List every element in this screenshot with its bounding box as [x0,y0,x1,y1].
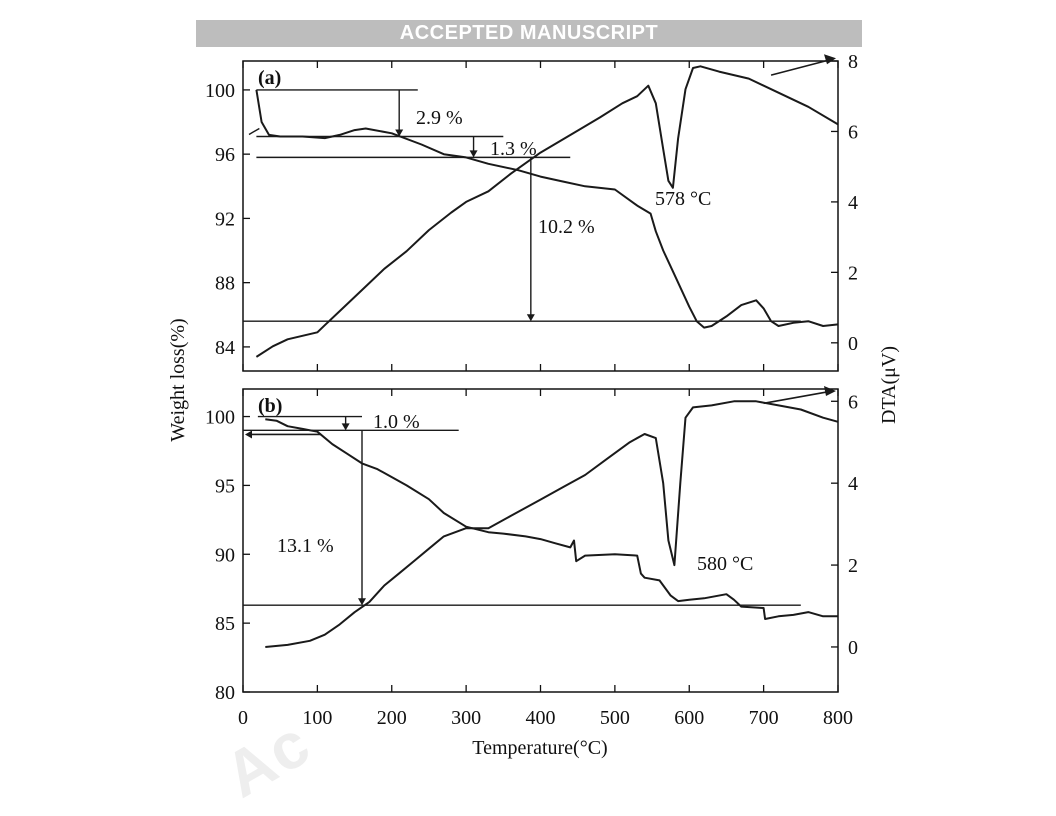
y-right-tick-label: 2 [848,555,858,577]
x-tick-label: 700 [749,707,779,729]
y-left-tick-label: 88 [215,273,235,295]
y-right-tick-label: 6 [848,121,858,143]
annot-b-13-1-percent: 13.1 % [277,535,334,557]
right-axis-title: DTA(μV) [878,346,900,424]
y-right-tick-label: 4 [848,473,858,495]
step-arrow-a-3-head [526,314,535,322]
y-right-tick-label: 2 [848,262,858,284]
panel-a-marks: 84 88 92 96 100 0 2 4 6 8 [205,51,858,371]
annot-a-2-9-percent: 2.9 % [416,107,463,129]
weight-loss-curve-a [255,89,839,329]
y-right-tick-label: 4 [848,192,858,214]
y-left-tick-label: 95 [215,475,235,497]
right-axis-pointer-a-head [824,54,836,65]
y-right-tick-label: 0 [848,333,858,355]
x-tick-label: 100 [302,707,332,729]
y-left-tick-label: 90 [215,544,235,566]
x-tick-label: 600 [674,707,704,729]
y-left-tick-label: 84 [215,337,235,359]
right-axis-pointer-b [763,390,833,405]
panel-b-label: (b) [258,395,282,417]
annot-a-10-2-percent: 10.2 % [538,216,595,238]
annot-b-peak-580: 580 °C [697,553,753,575]
y-left-tick-label: 80 [215,682,235,704]
left-axis-title: Weight loss(%) [167,318,189,441]
dta-curve-a [255,65,839,358]
x-tick-label: 500 [600,707,630,729]
y-right-tick-label: 0 [848,637,858,659]
left-axis-pointer-b-head [245,430,252,439]
annot-a-1-3-percent: 1.3 % [490,138,537,160]
step-arrow-b-1-head [341,423,350,431]
weight-loss-curve-b [265,418,838,620]
x-tick-label: 400 [526,707,556,729]
y-left-tick-label: 100 [205,407,235,429]
y-left-tick-label: 85 [215,613,235,635]
panel-b-marks: 0 100 200 300 400 500 600 700 800 80 85 90 95 100 0 2 4 6 [205,386,858,729]
right-axis-pointer-a [770,58,833,76]
accepted-manuscript-banner: ACCEPTED MANUSCRIPT [196,20,862,47]
panel-a-label: (a) [258,67,281,89]
right-axis-pointer-b-head [824,386,836,397]
annot-b-1-0-percent: 1.0 % [373,411,420,433]
y-left-tick-label: 96 [215,144,235,166]
x-tick-label: 300 [451,707,481,729]
dta-curve-b [265,400,839,648]
x-tick-label: 0 [238,707,248,729]
left-axis-pointer-a [248,127,260,136]
x-axis-title: Temperature(°C) [472,737,607,759]
step-arrow-b-2-head [358,598,366,606]
step-arrow-a-1-head [395,129,404,137]
x-tick-label: 800 [823,707,853,729]
y-left-tick-label: 100 [205,80,235,102]
y-right-tick-label: 8 [848,51,858,73]
y-right-tick-label: 6 [848,391,858,413]
x-tick-label: 200 [377,707,407,729]
y-left-tick-label: 92 [215,208,235,230]
annot-a-peak-578: 578 °C [655,188,711,210]
step-arrow-a-2-head [469,150,478,158]
